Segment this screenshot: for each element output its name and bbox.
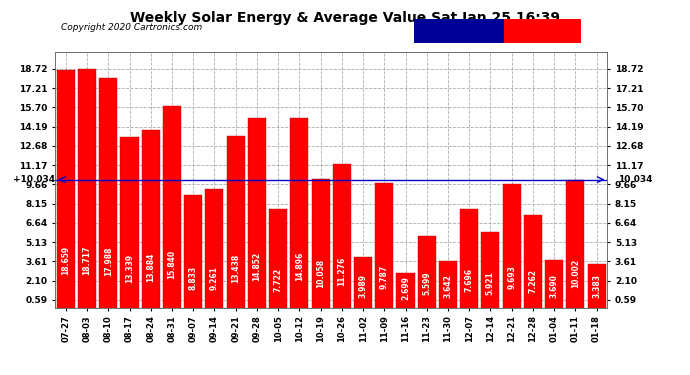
Text: 10.002: 10.002 xyxy=(571,259,580,288)
Text: 7.696: 7.696 xyxy=(464,268,474,292)
Text: 7.722: 7.722 xyxy=(274,268,283,292)
Bar xyxy=(269,209,287,308)
Text: 3.642: 3.642 xyxy=(444,274,453,298)
Text: 10.034: 10.034 xyxy=(618,175,653,184)
Bar xyxy=(545,261,563,308)
Bar xyxy=(397,273,415,308)
Bar xyxy=(290,118,308,308)
Bar xyxy=(78,69,96,308)
Bar xyxy=(354,256,372,307)
Bar xyxy=(121,137,139,308)
Text: 18.717: 18.717 xyxy=(83,246,92,275)
Text: 14.852: 14.852 xyxy=(253,252,262,281)
Bar xyxy=(439,261,457,308)
Text: 18.659: 18.659 xyxy=(61,246,70,275)
Bar xyxy=(226,136,245,308)
Text: Average  ($): Average ($) xyxy=(432,26,486,36)
Text: 9.693: 9.693 xyxy=(507,265,516,289)
Bar xyxy=(141,130,160,308)
Text: 3.989: 3.989 xyxy=(359,274,368,298)
Bar xyxy=(588,264,606,308)
Text: 17.988: 17.988 xyxy=(104,247,112,276)
Bar xyxy=(482,232,500,308)
Bar xyxy=(566,180,584,308)
Text: 10.058: 10.058 xyxy=(316,259,325,288)
Bar xyxy=(163,105,181,308)
Text: 14.896: 14.896 xyxy=(295,252,304,281)
Text: Copyright 2020 Cartronics.com: Copyright 2020 Cartronics.com xyxy=(61,23,202,32)
Text: 13.438: 13.438 xyxy=(231,254,240,283)
Text: 5.921: 5.921 xyxy=(486,271,495,295)
Bar xyxy=(248,118,266,308)
Text: +10.034: +10.034 xyxy=(13,175,55,184)
Text: 7.262: 7.262 xyxy=(529,268,538,292)
Text: 13.339: 13.339 xyxy=(125,254,134,283)
Bar xyxy=(460,209,478,308)
Text: 11.276: 11.276 xyxy=(337,257,346,286)
Text: Daily   ($): Daily ($) xyxy=(522,26,564,36)
Bar xyxy=(524,215,542,308)
Text: 9.261: 9.261 xyxy=(210,266,219,290)
Text: 2.699: 2.699 xyxy=(401,276,410,300)
Text: 13.884: 13.884 xyxy=(146,253,155,282)
Bar xyxy=(375,183,393,308)
Bar xyxy=(99,78,117,308)
Text: Weekly Solar Energy & Average Value Sat Jan 25 16:39: Weekly Solar Energy & Average Value Sat … xyxy=(130,11,560,25)
Bar xyxy=(417,236,436,308)
Bar xyxy=(184,195,202,308)
Text: 3.690: 3.690 xyxy=(550,274,559,298)
Bar xyxy=(206,189,224,308)
Bar xyxy=(312,179,330,308)
Text: 9.787: 9.787 xyxy=(380,264,388,289)
Text: 15.840: 15.840 xyxy=(168,251,177,279)
Text: 3.383: 3.383 xyxy=(592,274,601,298)
Bar xyxy=(57,70,75,308)
Text: 8.833: 8.833 xyxy=(188,266,198,290)
Bar xyxy=(333,164,351,308)
Text: 5.599: 5.599 xyxy=(422,272,431,295)
Bar xyxy=(502,184,521,308)
